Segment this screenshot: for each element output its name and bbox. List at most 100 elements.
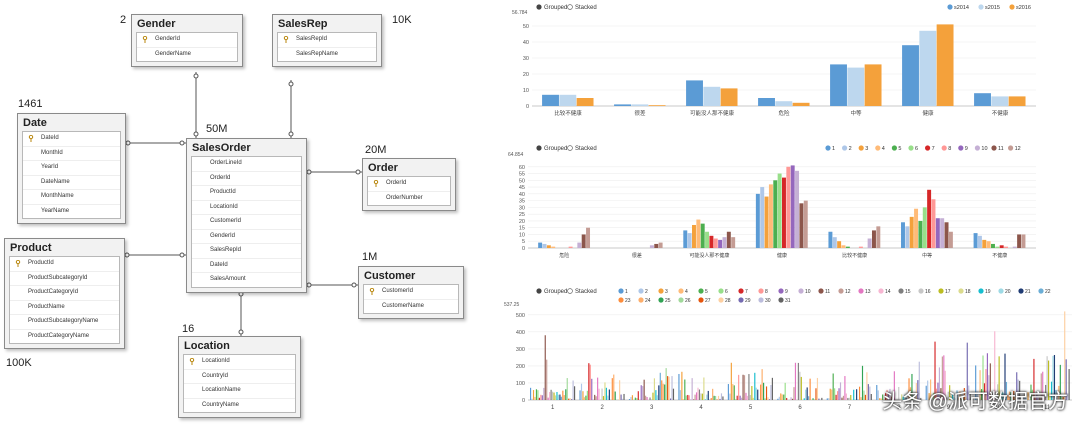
field-row[interactable]: OrderLineId [192, 157, 301, 172]
field-row[interactable]: CustomerId [192, 215, 301, 230]
legend-swatch [925, 145, 930, 150]
bar [622, 399, 623, 400]
field-row[interactable]: DateId [192, 259, 301, 274]
field-row[interactable]: LocationId [184, 355, 295, 370]
field-row[interactable]: DateName [23, 176, 120, 191]
bar [902, 45, 919, 106]
legend-label: s2016 [1016, 5, 1031, 11]
legend-label: 12 [845, 289, 851, 295]
bar [793, 103, 810, 106]
field-row[interactable]: MonthName [23, 190, 120, 205]
field-row[interactable]: ProductName [10, 301, 119, 316]
bar [876, 385, 877, 400]
bar [846, 247, 850, 248]
y-tick-label: 50 [519, 178, 525, 184]
legend-label: 1 [625, 289, 628, 295]
legend-swatch [908, 145, 913, 150]
legend-swatch [947, 4, 952, 9]
field-row[interactable]: SalesRepId [192, 244, 301, 259]
field-row[interactable]: LocationName [184, 384, 295, 399]
field-row[interactable]: OrderId [368, 177, 450, 192]
field-name: ProductId [210, 189, 236, 195]
bar [666, 368, 667, 400]
bar [754, 373, 755, 400]
legend-swatch [718, 288, 723, 293]
field-row[interactable]: CustomerName [364, 300, 458, 314]
field-row[interactable]: GenderId [192, 230, 301, 245]
field-row[interactable]: GenderName [137, 48, 237, 62]
bar [753, 398, 754, 400]
bar [709, 236, 713, 248]
bar [582, 234, 586, 248]
stacked-label: Stacked [575, 289, 597, 295]
field-row[interactable]: LocationId [192, 201, 301, 216]
field-row[interactable]: OrderNumber [368, 192, 450, 206]
legend-label: 6 [725, 289, 728, 295]
field-row[interactable]: ProductSubcategoryId [10, 272, 119, 287]
bar [785, 383, 786, 400]
bar [582, 391, 583, 400]
field-row[interactable]: SalesRepId [278, 33, 376, 48]
table-title: Date [18, 114, 125, 131]
grouped-label: Grouped [544, 289, 567, 295]
bar [792, 399, 793, 400]
legend-swatch [758, 288, 763, 293]
bar [849, 398, 850, 400]
bar [842, 245, 846, 248]
field-row[interactable]: CountryId [184, 370, 295, 385]
field-row[interactable]: ProductCategoryId [10, 286, 119, 301]
bar [577, 243, 581, 248]
bar [805, 390, 806, 400]
legend-swatch [678, 297, 683, 302]
legend-swatch [818, 288, 823, 293]
field-name: DateId [41, 135, 59, 141]
legend-swatch [1008, 145, 1013, 150]
field-row[interactable]: SalesRepName [278, 48, 376, 62]
bar [821, 398, 822, 400]
field-row[interactable]: YearId [23, 161, 120, 176]
bar [855, 399, 856, 400]
bar [834, 388, 835, 400]
bar [556, 392, 557, 400]
field-row[interactable]: CustomerId [364, 285, 458, 300]
table-title: SalesRep [273, 15, 381, 32]
field-row[interactable]: ProductId [10, 257, 119, 272]
bar [783, 395, 784, 400]
field-row[interactable]: GenderId [137, 33, 237, 48]
bar [615, 392, 616, 400]
row-count: 10K [392, 14, 412, 26]
table-title: Location [179, 337, 300, 354]
bar [810, 379, 811, 400]
legend-swatch [838, 288, 843, 293]
bar [577, 98, 594, 106]
bar [694, 395, 695, 400]
bar [590, 365, 591, 400]
bar [585, 396, 586, 400]
field-row[interactable]: MonthId [23, 147, 120, 162]
x-tick-label: 比较不健康 [842, 252, 867, 259]
field-row[interactable]: SalesAmount [192, 273, 301, 287]
bar [927, 190, 931, 248]
bar [737, 396, 738, 400]
field-row[interactable]: CountryName [184, 399, 295, 413]
field-row[interactable]: ProductSubcategoryName [10, 315, 119, 330]
legend-label: 1 [832, 146, 835, 152]
field-row[interactable]: OrderId [192, 172, 301, 187]
bar [1009, 96, 1026, 106]
bar [799, 372, 800, 400]
field-row[interactable]: DateId [23, 132, 120, 147]
bar [649, 397, 650, 400]
field-row[interactable]: ProductCategoryName [10, 330, 119, 344]
field-row[interactable]: ProductId [192, 186, 301, 201]
field-row[interactable]: YearName [23, 205, 120, 219]
bar [539, 398, 540, 400]
bar [705, 399, 706, 400]
